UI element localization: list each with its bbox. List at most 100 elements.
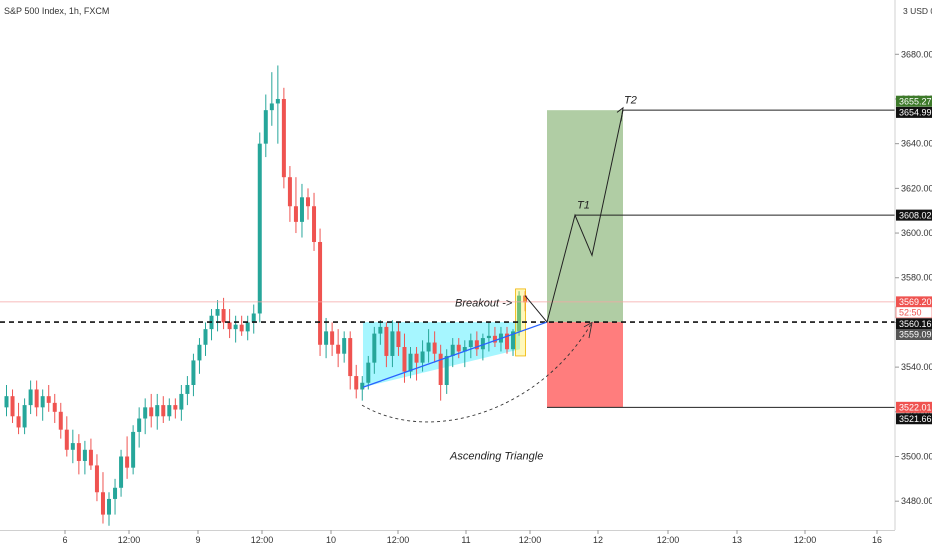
currency-label[interactable]: 3 USD 0 — [903, 6, 932, 16]
candle-body — [432, 342, 437, 354]
candle — [179, 384, 184, 421]
candle-body — [420, 351, 425, 363]
candle-body — [94, 465, 99, 493]
time-tick-label: 12:00 — [118, 535, 141, 545]
candle — [462, 340, 467, 368]
price-tag-box — [896, 209, 932, 221]
candle-body — [426, 342, 431, 352]
candle — [444, 349, 449, 394]
time-axis[interactable]: 6 12:00 9 12:00 10 12:00 11 12:00 12 12:00 13 12:00… — [0, 530, 895, 545]
candle — [468, 333, 473, 359]
candle-body — [239, 324, 244, 332]
candle-body — [511, 331, 516, 350]
breakout-annotation: Breakout -> — [455, 297, 513, 309]
price-tick-label: 3540.00 — [901, 362, 932, 372]
candle — [354, 364, 359, 399]
candle-body — [245, 322, 250, 332]
triangle-support-line — [362, 321, 548, 388]
time-tick-label: 12:00 — [657, 535, 680, 545]
candle-body — [149, 407, 154, 417]
candle-body — [197, 344, 202, 361]
candle — [372, 326, 377, 374]
candle — [474, 331, 479, 356]
candle — [480, 333, 485, 361]
candle — [10, 389, 15, 423]
price-tag-text: 3569.20 — [899, 297, 932, 307]
candle-body — [40, 396, 45, 408]
candle — [119, 449, 124, 497]
candle-body — [336, 344, 341, 354]
candle — [245, 315, 250, 341]
candle — [396, 322, 401, 356]
candle-body — [82, 449, 87, 461]
candle — [58, 402, 63, 439]
candle-body — [263, 110, 268, 144]
candle — [88, 438, 93, 470]
candle — [34, 380, 39, 417]
candle-body — [185, 384, 190, 394]
candle — [306, 188, 310, 220]
candle-body — [360, 382, 365, 390]
candle-body — [16, 416, 21, 428]
price-tag: 3560.16 — [896, 318, 932, 330]
candle-body — [523, 295, 528, 303]
price-tag: 3654.99 — [896, 106, 932, 118]
candle-body — [318, 241, 323, 345]
candle-body — [70, 443, 75, 450]
candle — [402, 333, 407, 383]
candle-body — [438, 353, 443, 385]
price-tag: 3559.09 — [896, 328, 932, 340]
candle-body — [257, 143, 262, 314]
candle — [185, 376, 190, 406]
candle — [22, 398, 27, 435]
candle — [390, 320, 395, 368]
candle — [191, 353, 196, 397]
candle — [173, 398, 178, 419]
candle — [263, 94, 268, 158]
candle-body — [28, 389, 33, 406]
price-tick-label: 3600.00 — [901, 228, 932, 238]
price-tick-label: 3500.00 — [901, 452, 932, 462]
candle-body — [191, 360, 196, 385]
candle — [257, 132, 262, 323]
price-tick-label: 3480.00 — [901, 496, 932, 506]
candle-body — [312, 206, 317, 242]
candle-body — [179, 393, 184, 410]
price-tag-box — [896, 413, 932, 425]
candle — [281, 87, 286, 189]
candle — [82, 440, 87, 475]
time-tick-label: 10 — [326, 535, 336, 545]
plot-area[interactable] — [4, 65, 624, 526]
candle — [504, 326, 509, 354]
candle-body — [52, 402, 57, 412]
candle — [324, 317, 329, 359]
price-tag: 3655.27 — [896, 95, 932, 107]
projection-arrowhead — [616, 106, 624, 122]
price-tag-text: 3655.27 — [899, 96, 932, 106]
t2-annotation: T2 — [624, 95, 637, 107]
time-tick-label: 12:00 — [387, 535, 410, 545]
candle-body — [233, 324, 238, 330]
candle — [408, 347, 413, 379]
candle-body — [342, 338, 347, 354]
candle-body — [167, 405, 172, 417]
candle-body — [143, 407, 148, 419]
candle-body — [100, 492, 105, 515]
candle — [76, 434, 81, 475]
candle-body — [372, 333, 377, 363]
candle-body — [456, 344, 461, 352]
candle — [366, 355, 371, 390]
candle — [486, 322, 491, 352]
candle-body — [88, 449, 93, 466]
price-axis[interactable]: 3480.003500.003520.003540.003560.003580.… — [894, 0, 932, 530]
candle-body — [378, 326, 383, 334]
candle-body — [474, 340, 479, 350]
candle-body — [492, 335, 497, 343]
candle-body — [10, 396, 15, 417]
candle-body — [113, 487, 118, 499]
price-tag: 3521.66 — [896, 413, 932, 425]
candle — [113, 478, 118, 515]
candle-body — [462, 347, 467, 352]
candle — [312, 192, 317, 251]
